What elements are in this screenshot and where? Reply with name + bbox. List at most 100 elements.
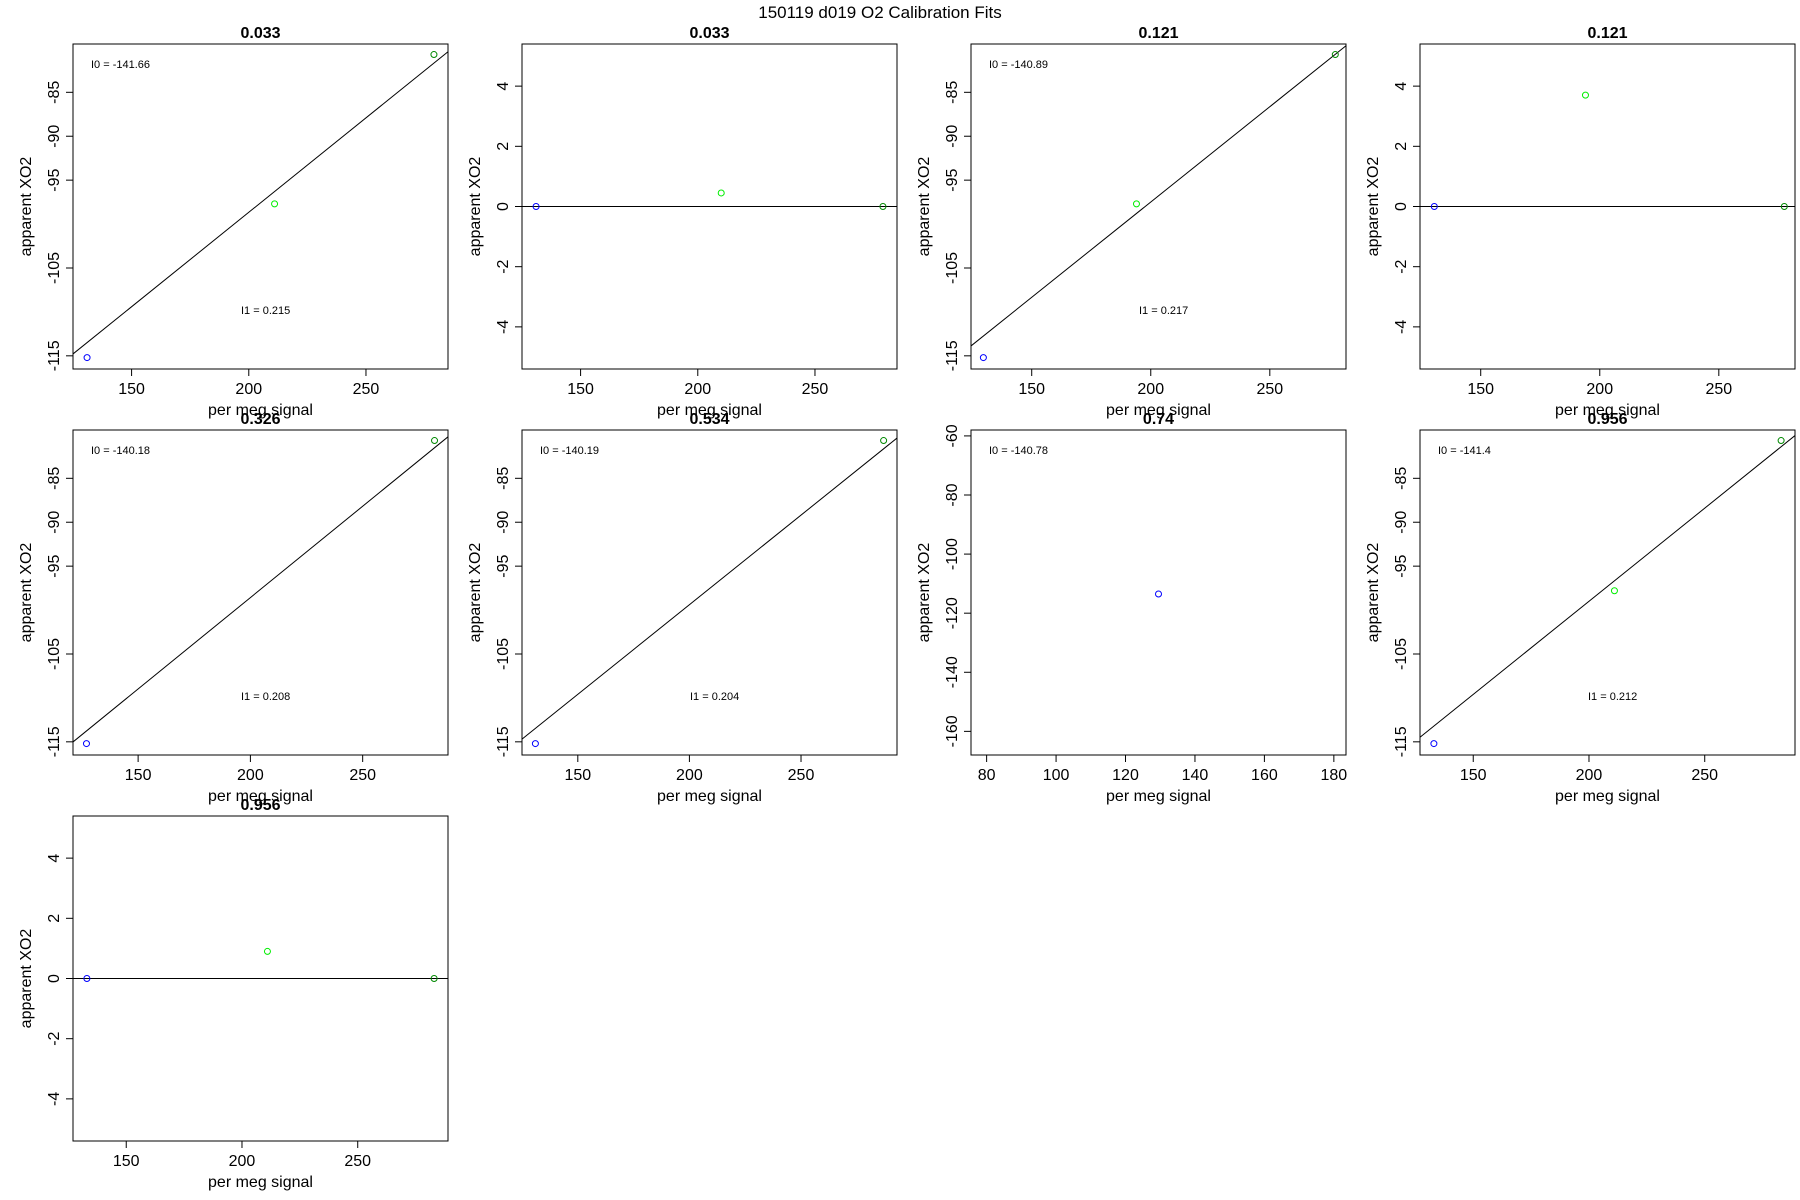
data-point [1780, 203, 1788, 210]
chart-panel: 0.956 150 200 250 per meg signal -115 -105 -95 -… [1365, 411, 1796, 805]
y-tick-label: -115 [46, 340, 63, 371]
data-point [83, 975, 91, 982]
fit-line [73, 436, 448, 743]
y-tick-label: -90 [46, 511, 63, 534]
panel-title: 0.121 [1138, 25, 1178, 42]
figure-title: 150119 d019 O2 Calibration Fits [758, 3, 1002, 22]
chart-panel: 0.033 150 200 250 per meg signal -4 -2 0 2 4 appar… [467, 25, 898, 419]
plot-frame [970, 429, 1347, 756]
x-tick-label: 150 [564, 767, 591, 784]
y-axis-label: apparent XO2 [18, 157, 35, 257]
plot-frame [521, 429, 898, 756]
y-tick-label: -95 [46, 168, 63, 191]
x-tick-label: 250 [349, 767, 376, 784]
fit-annotation: I0 = -140.18 [91, 445, 150, 457]
data-point [430, 51, 438, 59]
x-tick-label: 250 [788, 767, 815, 784]
data-point [431, 437, 439, 445]
y-tick-label: -120 [944, 597, 961, 629]
y-axis-label: apparent XO2 [916, 157, 933, 257]
panel-title: 0.033 [689, 25, 729, 42]
x-tick-label: 250 [353, 381, 380, 398]
data-point [263, 947, 271, 955]
data-point [1331, 51, 1339, 59]
data-point [1430, 203, 1438, 210]
data-point [717, 189, 725, 197]
y-axis-label: apparent XO2 [467, 157, 484, 257]
y-tick-label: -2 [495, 259, 512, 273]
plot-frame [72, 429, 449, 756]
x-tick-label: 200 [237, 767, 264, 784]
plot-area [1420, 434, 1795, 738]
x-tick-label: 150 [1467, 381, 1494, 398]
y-tick-label: -105 [1393, 638, 1410, 670]
x-tick-label: 100 [1043, 767, 1070, 784]
x-tick-label: 200 [235, 381, 262, 398]
x-axis-label: per meg signal [657, 402, 762, 419]
data-point [82, 740, 90, 748]
data-point [1132, 200, 1140, 208]
data-point [532, 203, 540, 210]
data-point [1777, 437, 1785, 445]
x-axis-label: per meg signal [657, 788, 762, 805]
y-tick-label: 0 [1393, 202, 1410, 211]
y-tick-label: -115 [1393, 726, 1410, 757]
fit-annotation: I0 = -141.4 [1438, 445, 1491, 457]
x-tick-label: 160 [1251, 767, 1278, 784]
plot-frame [72, 43, 449, 370]
y-axis-label: apparent XO2 [1365, 543, 1382, 643]
x-axis-label: per meg signal [1106, 788, 1211, 805]
y-tick-label: -95 [495, 554, 512, 577]
plot-area [73, 51, 448, 355]
y-tick-label: -105 [46, 638, 63, 670]
x-tick-label: 250 [1256, 381, 1283, 398]
fit-annotation: I0 = -141.66 [91, 59, 150, 71]
panel-title: 0.74 [1143, 411, 1174, 428]
plot-area [522, 437, 897, 740]
panel-title: 0.956 [240, 797, 280, 814]
chart-panel: 0.121 150 200 250 per meg signal -4 -2 0 2 4 appar… [1365, 25, 1796, 419]
fit-line [1420, 434, 1795, 738]
x-tick-label: 200 [684, 381, 711, 398]
data-point [880, 437, 888, 445]
x-tick-label: 200 [1137, 381, 1164, 398]
y-tick-label: 2 [1393, 142, 1410, 151]
fit-annotation: I1 = 0.208 [241, 691, 290, 703]
x-tick-label: 180 [1320, 767, 1347, 784]
data-point [531, 740, 539, 748]
y-tick-label: -115 [46, 726, 63, 757]
plot-frame [970, 43, 1347, 370]
y-tick-label: 2 [46, 914, 63, 923]
y-tick-label: -85 [1393, 467, 1410, 490]
chart-panel: 0.033 150 200 250 per meg signal -115 -105 -95 -… [18, 25, 449, 419]
chart-panel: 0.121 150 200 250 per meg signal -115 -105 -95 -… [916, 25, 1347, 419]
x-axis-label: per meg signal [1555, 402, 1660, 419]
y-axis-label: apparent XO2 [916, 543, 933, 643]
fit-annotation: I1 = 0.204 [690, 691, 739, 703]
y-tick-label: -90 [495, 511, 512, 534]
fit-annotation: I0 = -140.89 [989, 59, 1048, 71]
y-tick-label: -60 [944, 424, 961, 447]
y-tick-label: -85 [495, 467, 512, 490]
plot-area [73, 436, 448, 743]
y-tick-label: 0 [46, 974, 63, 983]
panel-title: 0.956 [1587, 411, 1627, 428]
x-tick-label: 150 [567, 381, 594, 398]
x-tick-label: 200 [1576, 767, 1603, 784]
y-tick-label: -105 [944, 252, 961, 284]
x-tick-label: 200 [676, 767, 703, 784]
y-tick-label: 2 [495, 142, 512, 151]
chart-panel: 0.74 80 100 120 140 160 180 per meg signal -160 -… [916, 411, 1347, 805]
chart-panel: 0.326 150 200 250 per meg signal -115 -105 -95 -… [18, 411, 449, 805]
x-axis-label: per meg signal [208, 788, 313, 805]
panel-title: 0.033 [240, 25, 280, 42]
y-tick-label: -140 [944, 656, 961, 688]
x-tick-label: 150 [1460, 767, 1487, 784]
chart-panel: 0.956 150 200 250 per meg signal -4 -2 0 2 4 appar… [18, 797, 449, 1191]
x-tick-label: 150 [1018, 381, 1045, 398]
chart-panel: 0.534 150 200 250 per meg signal -115 -105 -95 -… [467, 411, 898, 805]
x-tick-label: 200 [229, 1153, 256, 1170]
data-point [1430, 740, 1438, 748]
data-point [271, 200, 279, 208]
